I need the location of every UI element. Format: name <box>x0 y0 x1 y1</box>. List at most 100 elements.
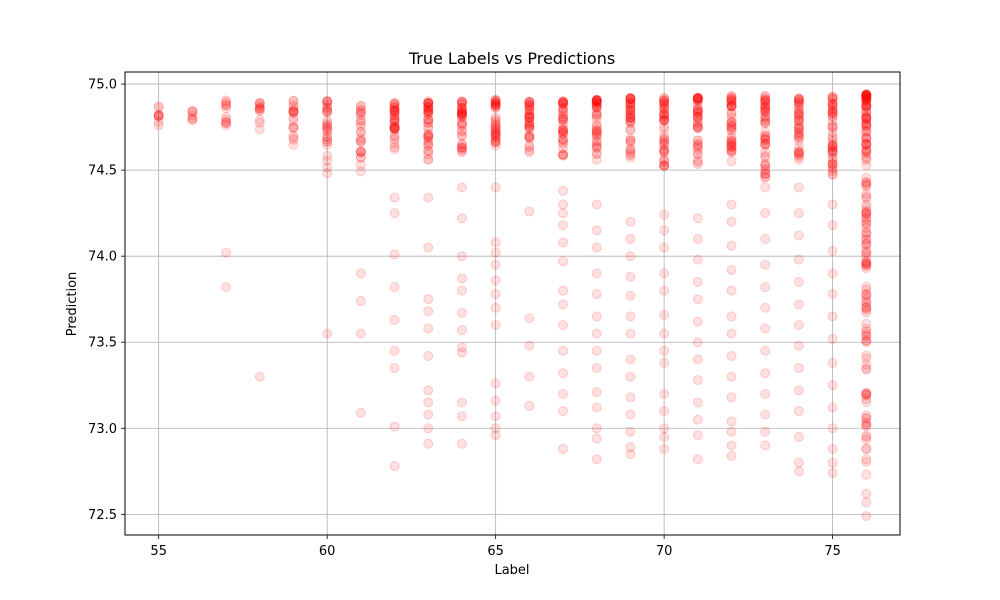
data-point <box>692 254 703 265</box>
y-tick-label: 73.0 <box>88 422 117 437</box>
data-point <box>456 147 467 158</box>
data-point <box>524 121 535 132</box>
data-point <box>861 111 872 122</box>
data-point <box>827 169 838 180</box>
data-point <box>827 311 838 322</box>
data-point <box>423 96 434 107</box>
data-point <box>558 143 569 154</box>
data-point <box>558 134 569 145</box>
data-point <box>355 115 366 126</box>
data-point <box>389 138 400 149</box>
data-point <box>861 89 872 100</box>
data-point <box>355 115 366 126</box>
data-point <box>423 101 434 112</box>
data-point <box>591 402 602 413</box>
data-point <box>322 122 333 133</box>
data-point <box>389 192 400 203</box>
data-point <box>793 254 804 265</box>
data-point <box>221 116 232 127</box>
data-point <box>861 139 872 150</box>
data-point <box>625 108 636 119</box>
data-point <box>827 163 838 174</box>
data-point <box>423 138 434 149</box>
chart-title: True Labels vs Predictions <box>408 49 615 68</box>
data-point <box>861 199 872 210</box>
data-point <box>659 209 670 220</box>
data-point <box>827 131 838 142</box>
data-point <box>827 101 838 112</box>
data-point <box>659 268 670 279</box>
data-point <box>726 371 737 382</box>
data-point <box>827 144 838 155</box>
data-point <box>793 154 804 165</box>
data-point <box>355 101 366 112</box>
data-point <box>793 148 804 159</box>
data-point <box>861 100 872 111</box>
x-tick-label: 55 <box>150 544 167 559</box>
data-point <box>726 95 737 106</box>
data-point <box>591 94 602 105</box>
data-point <box>490 100 501 111</box>
data-point <box>625 449 636 460</box>
data-point <box>625 124 636 135</box>
data-point <box>861 113 872 124</box>
data-point <box>659 111 670 122</box>
data-point <box>524 206 535 217</box>
data-point <box>793 385 804 396</box>
data-point <box>861 94 872 105</box>
data-point <box>355 126 366 137</box>
data-point <box>490 101 501 112</box>
data-point <box>423 132 434 143</box>
data-point <box>389 363 400 374</box>
data-point <box>692 294 703 305</box>
data-point <box>760 96 771 107</box>
data-point <box>793 115 804 126</box>
data-point <box>827 220 838 231</box>
data-point <box>322 107 333 118</box>
data-point <box>625 150 636 161</box>
data-point <box>692 104 703 115</box>
data-point <box>726 351 737 361</box>
data-point <box>861 189 872 200</box>
data-point <box>726 440 737 451</box>
data-point <box>861 147 872 158</box>
data-point <box>490 237 501 248</box>
data-point <box>558 99 569 109</box>
data-point <box>760 103 771 114</box>
data-point <box>726 117 737 128</box>
data-point <box>760 165 771 176</box>
data-point <box>490 116 501 127</box>
data-point <box>153 116 164 127</box>
data-point <box>659 98 670 109</box>
data-point <box>591 141 602 152</box>
data-point <box>827 145 838 156</box>
grid-lines <box>125 72 900 535</box>
data-point <box>524 97 535 108</box>
data-point <box>861 112 872 123</box>
data-point <box>490 99 501 110</box>
data-point <box>793 107 804 118</box>
data-point <box>692 93 703 104</box>
data-point <box>322 106 333 117</box>
data-point <box>861 144 872 155</box>
data-point <box>322 136 333 147</box>
data-point <box>692 113 703 124</box>
data-point <box>524 400 535 411</box>
data-point <box>558 97 569 108</box>
data-point <box>524 96 535 107</box>
data-point <box>659 225 670 236</box>
data-point <box>558 127 569 138</box>
data-point <box>760 97 771 108</box>
data-point <box>692 148 703 159</box>
data-point <box>389 124 400 135</box>
data-point <box>861 179 872 190</box>
data-point <box>591 154 602 165</box>
data-point <box>625 118 636 129</box>
data-point <box>861 89 872 100</box>
data-point <box>726 199 737 210</box>
data-point <box>861 99 872 110</box>
data-point <box>659 242 670 253</box>
data-point <box>355 147 366 158</box>
data-point <box>726 137 737 148</box>
data-point <box>659 143 670 154</box>
